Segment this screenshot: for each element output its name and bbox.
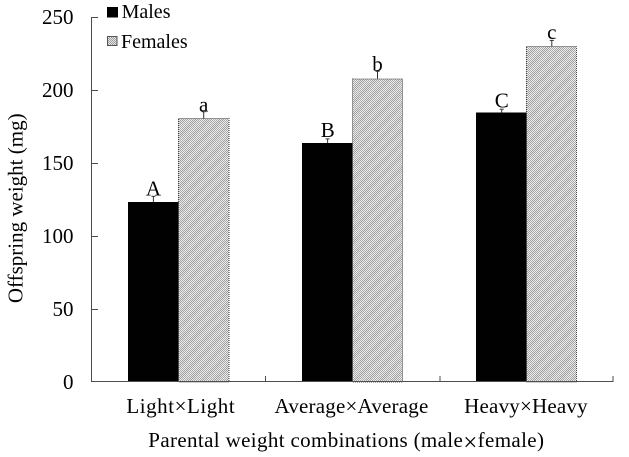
svg-text:c: c xyxy=(547,20,556,44)
svg-text:Average×Average: Average×Average xyxy=(275,394,429,418)
svg-text:Males: Males xyxy=(122,1,171,23)
svg-text:Offspring weight (mg): Offspring weight (mg) xyxy=(3,113,27,303)
svg-text:100: 100 xyxy=(42,224,74,248)
svg-text:200: 200 xyxy=(42,78,74,102)
svg-text:Light×Light: Light×Light xyxy=(126,394,235,418)
svg-text:Heavy×Heavy: Heavy×Heavy xyxy=(464,394,588,418)
svg-text:C: C xyxy=(495,88,509,112)
svg-text:B: B xyxy=(321,118,335,142)
svg-text:Parental weight combinations (: Parental weight combinations (male×femal… xyxy=(148,428,544,457)
svg-text:A: A xyxy=(146,177,162,201)
svg-text:250: 250 xyxy=(42,5,74,29)
svg-text:Females: Females xyxy=(121,31,188,53)
svg-text:a: a xyxy=(199,92,209,116)
svg-text:50: 50 xyxy=(53,297,74,321)
svg-text:0: 0 xyxy=(63,370,74,394)
svg-text:b: b xyxy=(372,52,383,76)
svg-text:150: 150 xyxy=(42,151,74,175)
